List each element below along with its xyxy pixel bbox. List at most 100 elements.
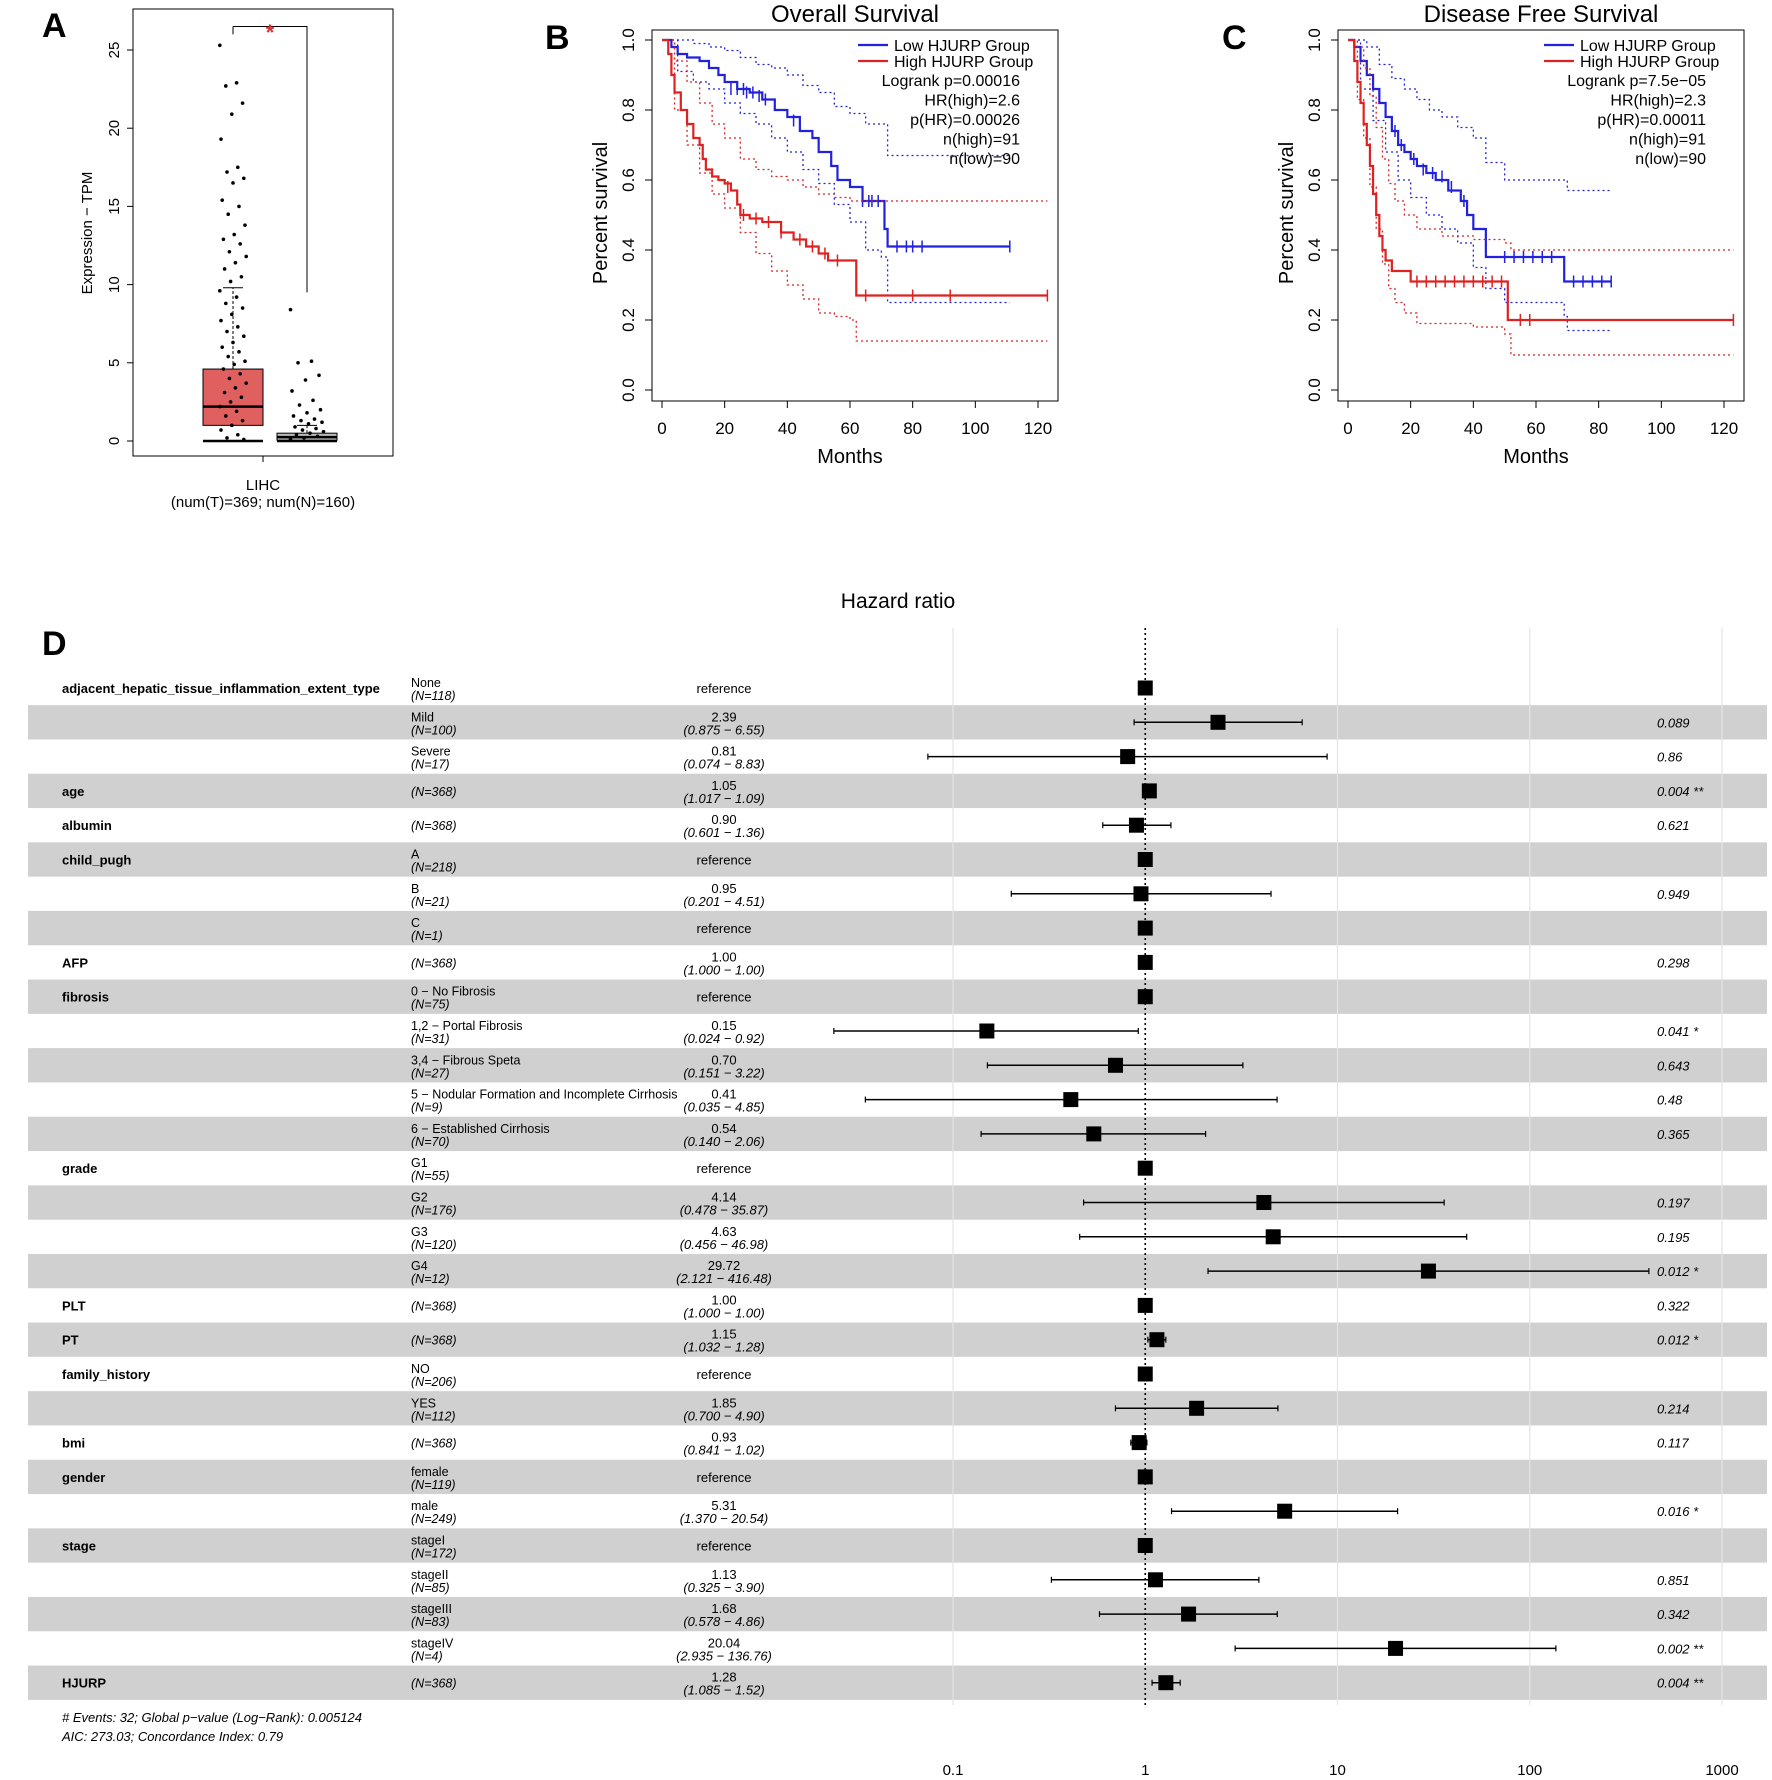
point-T: [240, 101, 245, 105]
point-T: [222, 390, 227, 395]
p-value: 0.016 *: [1657, 1504, 1699, 1519]
p-value: 0.342: [1657, 1607, 1690, 1622]
panel-label-c: C: [1222, 19, 1247, 57]
level-name: YES: [411, 1396, 436, 1410]
level-name: 3,4 − Fibrous Speta: [411, 1053, 520, 1067]
hr-value: reference: [697, 921, 752, 936]
p-value: 0.012 *: [1657, 1333, 1699, 1348]
hr-value: 1.13: [711, 1567, 736, 1582]
n-count: (N=206): [411, 1375, 457, 1389]
row-band: [28, 705, 1767, 740]
hr-marker: [1137, 852, 1153, 867]
n-count: (N=368): [411, 1677, 457, 1691]
hr-marker: [1137, 954, 1153, 970]
hr-value: 1.28: [711, 1670, 736, 1685]
level-name: G1: [411, 1156, 428, 1170]
panel-c: C Disease Free Survival 0 20 40 60 80 100 120 0.0…: [1222, 1, 1745, 468]
y-tick-label: 0.4: [619, 238, 638, 262]
y-tick-label-a: 5: [106, 359, 123, 367]
box-T: [202, 368, 264, 426]
variable-name: child_pugh: [62, 853, 131, 868]
n-count: (N=17): [411, 758, 450, 772]
forest-row: PT (N=368) 1.15(1.032 − 1.28) 0.012 *: [62, 1327, 1699, 1355]
ci-upper-low: [662, 39, 1010, 157]
point-T: [239, 395, 244, 400]
x-tick-label: 100: [961, 419, 989, 438]
point-T: [231, 181, 235, 185]
level-name: G4: [411, 1259, 428, 1273]
hr-value: reference: [697, 990, 752, 1005]
p-value: 0.643: [1657, 1058, 1690, 1073]
p-value: 0.089: [1657, 715, 1690, 730]
point-N: [293, 425, 297, 429]
hr-value: reference: [697, 1539, 752, 1554]
hr-value: 1.05: [711, 778, 736, 793]
n-count: (N=70): [411, 1135, 450, 1149]
row-band: [28, 1322, 1767, 1357]
hr-marker: [1120, 749, 1136, 765]
point-T: [243, 359, 247, 364]
hr-marker: [979, 1023, 995, 1039]
hr-marker: [1131, 1435, 1147, 1451]
x-tick-label: 0.1: [943, 1762, 964, 1779]
point-T: [225, 329, 229, 334]
point-T: [234, 409, 239, 414]
level-name: None: [411, 676, 441, 690]
variable-name: albumin: [62, 818, 112, 833]
hr-value: 1.15: [711, 1327, 736, 1342]
p-value: 0.197: [1657, 1196, 1690, 1211]
forest-row: AFP (N=368) 1.00(1.000 − 1.00) 0.298: [62, 949, 1690, 977]
ci-value: (1.017 − 1.09): [683, 791, 764, 806]
ci-value: (2.935 − 136.76): [676, 1648, 772, 1663]
x-tick-label: 1000: [1705, 1762, 1738, 1779]
panel-d: D Hazard ratio 0.1 1 10 100 1000 adjacent_hepat…: [28, 590, 1767, 1779]
n-count: (N=249): [411, 1512, 457, 1526]
ci-upper-low: [1348, 39, 1612, 192]
hr-value: 20.04: [708, 1635, 741, 1650]
point-T: [236, 165, 240, 170]
point-N: [311, 398, 315, 403]
legend-label-low: Low HJURP Group: [1580, 38, 1716, 55]
hr-marker: [1137, 680, 1153, 696]
hr-marker: [1137, 1538, 1153, 1553]
n-count: (N=218): [411, 861, 457, 875]
n-count: (N=55): [411, 1169, 450, 1183]
x-tick-label: 20: [1401, 419, 1420, 438]
panel-label-a: A: [42, 7, 67, 45]
level-name: A: [411, 848, 420, 862]
ci-value: (0.074 − 8.83): [683, 757, 764, 772]
forest-row: G4(N=12) 29.72(2.121 − 416.48) 0.012 *: [411, 1258, 1699, 1286]
point-T: [226, 212, 230, 217]
ci-value: (0.841 − 1.02): [683, 1443, 764, 1458]
point-N: [318, 407, 323, 412]
x-axis-label: Months: [817, 446, 883, 468]
n-count: (N=112): [411, 1409, 456, 1423]
point-T: [218, 289, 222, 293]
stats-line: HR(high)=2.3: [1610, 93, 1706, 110]
level-name: 6 − Established Cirrhosis: [411, 1122, 550, 1136]
n-count: (N=85): [411, 1581, 450, 1595]
point-T: [219, 137, 223, 141]
forest-row: 3,4 − Fibrous Speta(N=27) 0.70(0.151 − 3.…: [411, 1052, 1690, 1080]
point-T: [240, 418, 245, 423]
forest-row: C(N=1) reference: [411, 916, 1153, 943]
ci-value: (0.478 − 35.87): [680, 1203, 769, 1218]
point-T: [222, 267, 227, 271]
forest-row: PLT (N=368) 1.00(1.000 − 1.00) 0.322: [62, 1292, 1690, 1320]
x-tick-label: 40: [1464, 419, 1483, 438]
stats-line: p(HR)=0.00026: [910, 112, 1020, 129]
forest-row: bmi (N=368) 0.93(0.841 − 1.02) 0.117: [62, 1430, 1689, 1458]
point-N: [315, 434, 320, 439]
stats-line: Logrank p=0.00016: [882, 73, 1020, 90]
stats-line: Logrank p=7.5e−05: [1567, 73, 1706, 90]
point-T: [220, 345, 224, 349]
hr-value: 0.90: [711, 812, 736, 827]
y-tick-label: 0.6: [1305, 168, 1324, 192]
point-N: [291, 414, 296, 418]
level-name: G2: [411, 1191, 428, 1205]
variable-name: PLT: [62, 1298, 86, 1313]
hr-marker: [1107, 1057, 1123, 1073]
point-T: [219, 318, 223, 323]
forest-row: family_history NO(N=206) reference: [62, 1362, 1153, 1389]
p-value: 0.004 **: [1657, 1676, 1704, 1691]
